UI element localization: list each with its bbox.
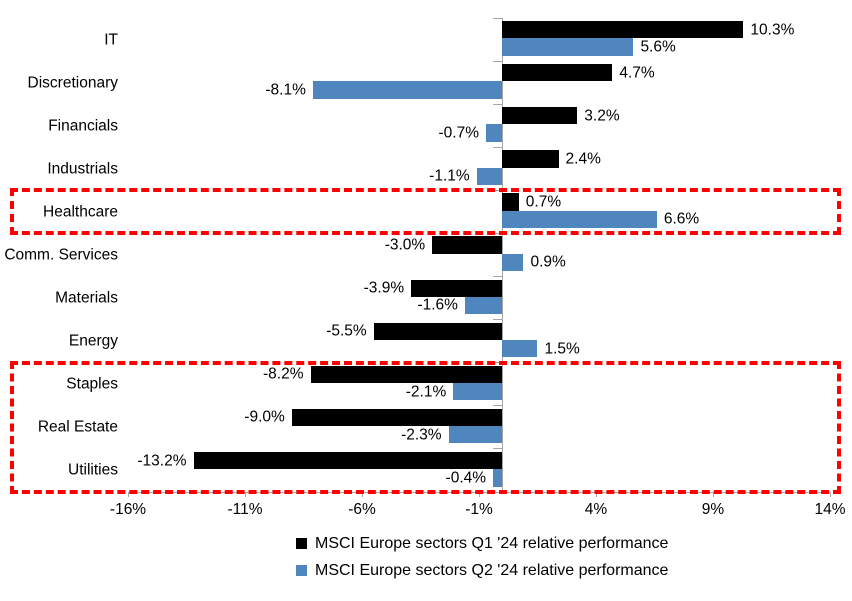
bar-q1 [291,408,503,427]
bar-value-label: -0.4% [445,469,487,487]
y-axis-tick [493,103,503,105]
bar-q2 [448,426,503,444]
bar-value-label: -9.0% [244,408,285,426]
legend-swatch-q1-icon [296,538,307,550]
category-label: Utilities [68,461,118,479]
x-axis-tick [595,492,597,497]
y-axis-tick [493,146,503,148]
bar-q1 [502,150,559,168]
bar-q2 [502,38,634,56]
highlight-box [10,188,841,236]
x-axis-tick [712,492,714,497]
bar-q1 [310,365,503,384]
bar-value-label: -2.1% [405,382,447,400]
legend-item-q2: MSCI Europe sectors Q2 '24 relative perf… [296,561,668,580]
category-label: Industrials [47,160,118,178]
bar-value-label: -5.5% [326,322,367,340]
x-axis-tick-label: -11% [227,501,263,518]
bar-q1 [373,322,503,340]
bar-value-label: -3.9% [363,279,405,297]
bar-value-label: 5.6% [640,38,676,56]
bar-value-label: 6.6% [663,210,700,228]
bar-value-label: -8.1% [265,81,306,99]
bar-q2 [312,81,503,99]
bar-value-label: 3.2% [584,107,620,125]
y-axis-tick [493,232,503,234]
bar-value-label: -3.0% [384,236,426,254]
legend: MSCI Europe sectors Q1 '24 relative perf… [296,534,668,580]
category-label: Comm. Services [4,246,118,264]
x-axis-tick [829,492,831,497]
bar-q1 [502,193,519,211]
bar-value-label: 2.4% [565,150,601,168]
x-axis-tick-label: 9% [701,501,725,518]
category-label: Staples [66,375,118,393]
bar-value-label: 10.3% [750,20,795,38]
bar-value-label: -0.7% [438,124,480,142]
category-label: Materials [55,289,118,307]
x-axis-tick-label: -1% [465,501,493,518]
x-axis-tick-label: 14% [814,501,846,518]
y-axis-tick [493,17,503,19]
bar-q1 [502,107,578,125]
x-axis-tick [361,492,363,497]
bar-q2 [453,383,503,401]
category-label: Energy [68,332,118,350]
legend-item-q1: MSCI Europe sectors Q1 '24 relative perf… [296,534,668,553]
x-axis-tick [478,492,480,497]
y-axis-tick [493,362,503,364]
category-label: Financials [48,116,118,134]
legend-label-q2: MSCI Europe sectors Q2 '24 relative perf… [315,562,669,580]
bar-q1 [411,279,503,297]
x-axis-tick-label: -16% [109,501,147,518]
bar-value-label: 1.5% [544,339,580,357]
x-axis-tick-label: -6% [348,501,376,518]
y-axis-tick [493,319,503,321]
y-axis-tick [493,448,503,450]
bar-q2 [502,210,657,228]
bar-q1 [502,64,613,82]
legend-label-q1: MSCI Europe sectors Q1 '24 relative perf… [315,535,669,552]
bar-q2 [493,469,503,487]
bar-q2 [476,167,503,185]
y-axis-tick [493,276,503,278]
bar-q1 [502,21,744,39]
x-axis-tick [244,492,246,497]
bar-q2 [464,296,503,315]
bar-q2 [486,124,503,142]
bar-q1 [432,236,503,254]
category-label: Discretionary [27,73,118,91]
bar-q2 [502,339,538,358]
y-axis-tick [493,189,503,191]
bar-q1 [193,451,503,470]
category-label: Real Estate [37,418,118,436]
bar-value-label: -1.1% [429,167,470,185]
x-axis-tick-label: 4% [584,501,608,518]
category-label: Healthcare [43,203,118,221]
bar-value-label: -8.2% [263,365,304,383]
bar-value-label: -2.3% [401,426,442,444]
bar-q2 [502,253,524,272]
bar-value-label: 0.7% [525,193,562,211]
x-axis-tick [127,492,129,497]
category-label: IT [104,30,118,48]
y-axis-tick [493,60,503,62]
bar-value-label: -13.2% [137,451,187,469]
y-axis-tick [493,405,503,407]
bar-value-label: 0.9% [530,253,566,271]
bar-value-label: -1.6% [417,296,458,314]
bar-value-label: 4.7% [619,63,655,81]
legend-swatch-q2-icon [296,565,307,577]
